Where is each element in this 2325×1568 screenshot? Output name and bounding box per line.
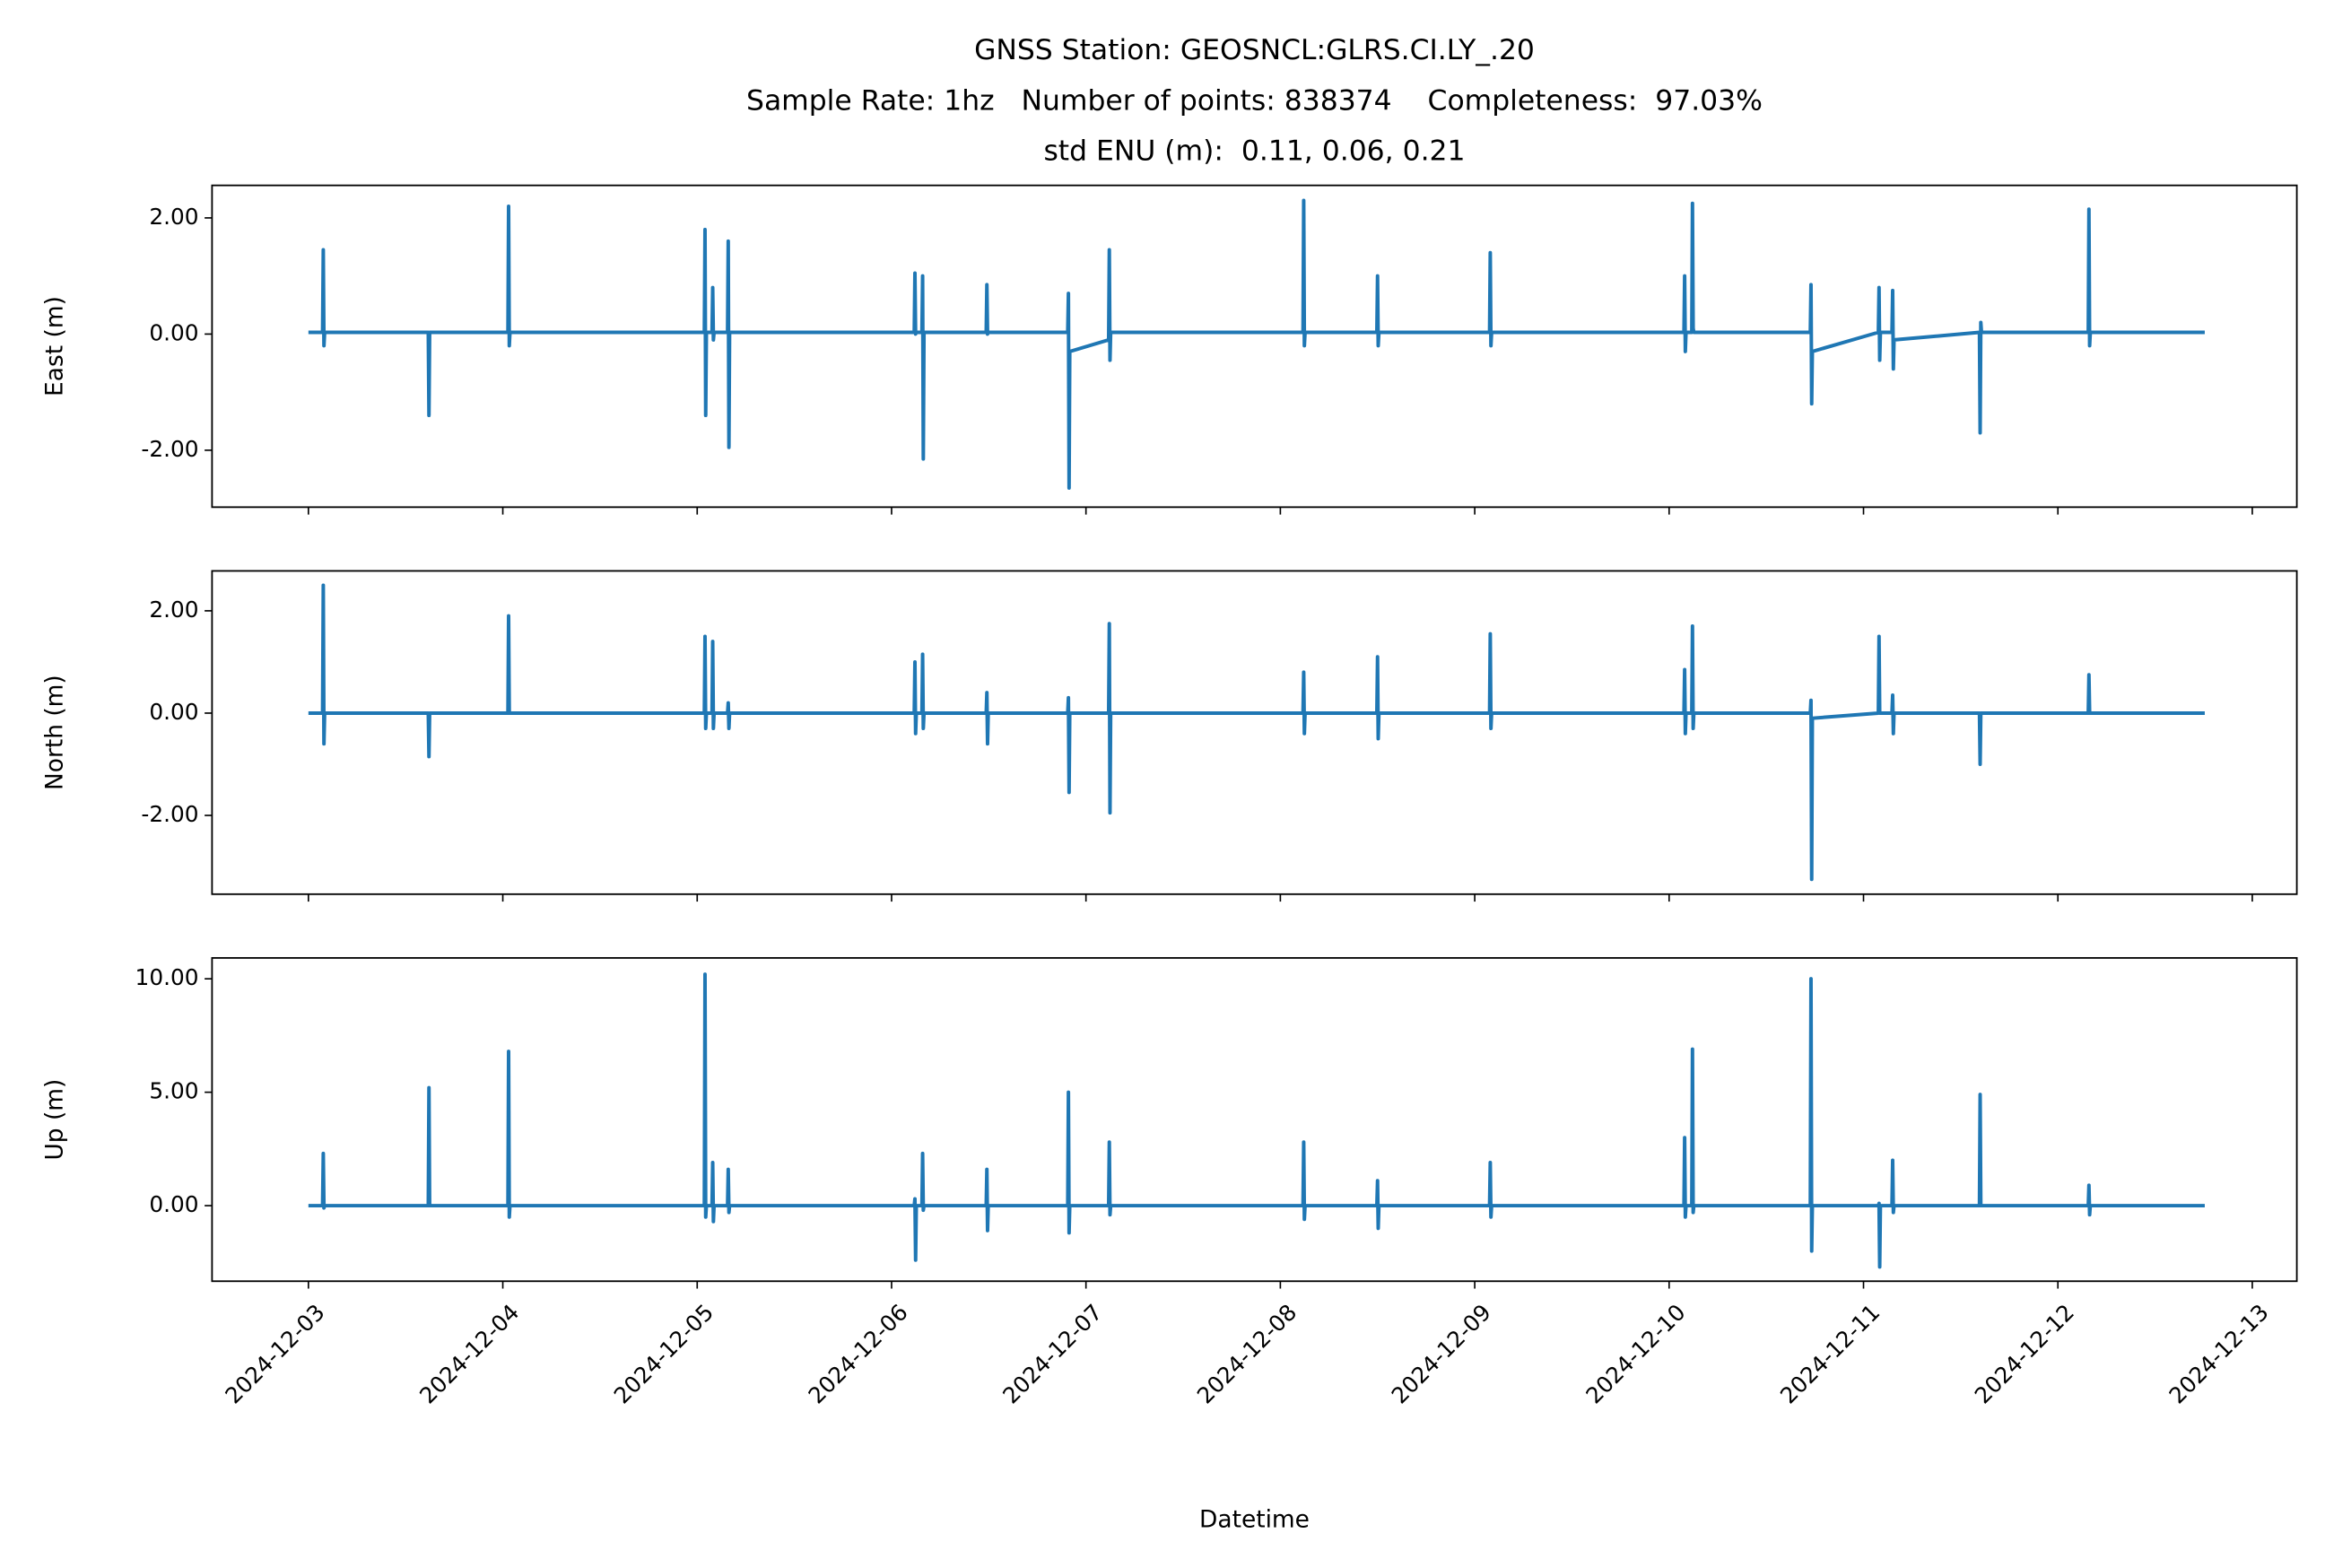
y-tick-label: -2.00: [141, 801, 198, 827]
x-tick-label: 2024-12-13: [2164, 1299, 2273, 1408]
y-tick-label: 0.00: [149, 1191, 198, 1217]
y-axis-label: East (m): [40, 296, 68, 396]
data-line: [308, 583, 2205, 882]
x-tick-label: 2024-12-06: [803, 1299, 912, 1408]
x-tick-label: 2024-12-04: [414, 1299, 524, 1408]
title-line: Sample Rate: 1hz Number of points: 83837…: [746, 84, 1763, 117]
y-axis-label: North (m): [40, 675, 68, 790]
x-tick-label: 2024-12-07: [997, 1299, 1107, 1408]
x-tick-label: 2024-12-11: [1775, 1299, 1885, 1408]
data-line: [308, 972, 2205, 1269]
plot-area: [308, 198, 2205, 490]
y-tick-label: 0.00: [149, 699, 198, 725]
x-tick-label: 2024-12-12: [1970, 1299, 2079, 1408]
x-axis-label: Datetime: [1199, 1506, 1310, 1534]
y-tick-label: -2.00: [141, 436, 198, 462]
title-line: GNSS Station: GEOSNCL:GLRS.CI.LY_.20: [974, 34, 1535, 66]
y-axis-label: Up (m): [40, 1079, 68, 1161]
y-tick-label: 2.00: [149, 597, 198, 623]
x-tick-label: 2024-12-08: [1192, 1299, 1302, 1408]
axes-frame: [211, 956, 2298, 1283]
x-tick-label: 2024-12-09: [1387, 1299, 1496, 1408]
axes-frame: [211, 570, 2298, 895]
x-tick-label: 2024-12-10: [1580, 1299, 1690, 1408]
title-line: std ENU (m): 0.11, 0.06, 0.21: [1043, 135, 1465, 168]
plot-area: [308, 583, 2205, 882]
x-tick-label: 2024-12-05: [609, 1299, 718, 1408]
y-tick-label: 2.00: [149, 204, 198, 230]
x-tick-label: 2024-12-03: [220, 1299, 329, 1408]
y-tick-label: 5.00: [149, 1078, 198, 1104]
plot-area: [308, 972, 2205, 1269]
axes-frame: [211, 184, 2298, 509]
y-tick-label: 10.00: [135, 964, 199, 990]
data-line: [308, 198, 2205, 490]
y-tick-label: 0.00: [149, 319, 198, 345]
